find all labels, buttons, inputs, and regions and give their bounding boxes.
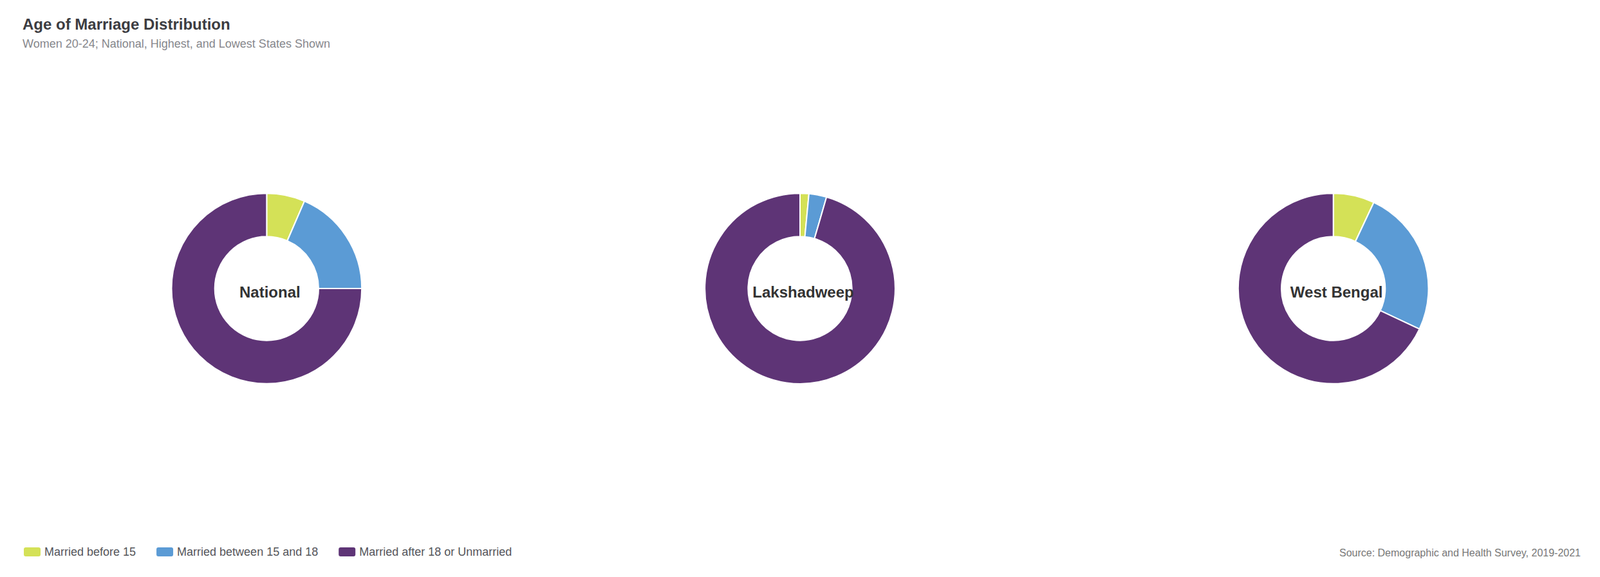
svg-text:Age of Marriage Distribution: Age of Marriage Distribution <box>22 15 231 33</box>
svg-text:Women 20-24; National, Highest: Women 20-24; National, Highest, and Lowe… <box>22 37 331 51</box>
svg-text:Married after 18 or Unmarried: Married after 18 or Unmarried <box>359 545 512 559</box>
svg-text:Lakshadweep: Lakshadweep <box>752 283 854 301</box>
svg-text:Married between 15 and 18: Married between 15 and 18 <box>176 545 318 559</box>
svg-text:West Bengal: West Bengal <box>1290 283 1384 301</box>
svg-text:Married before 15: Married before 15 <box>44 545 136 559</box>
svg-text:Source: Demographic and Health: Source: Demographic and Health Survey, 2… <box>1339 547 1581 559</box>
svg-text:National: National <box>239 283 301 301</box>
